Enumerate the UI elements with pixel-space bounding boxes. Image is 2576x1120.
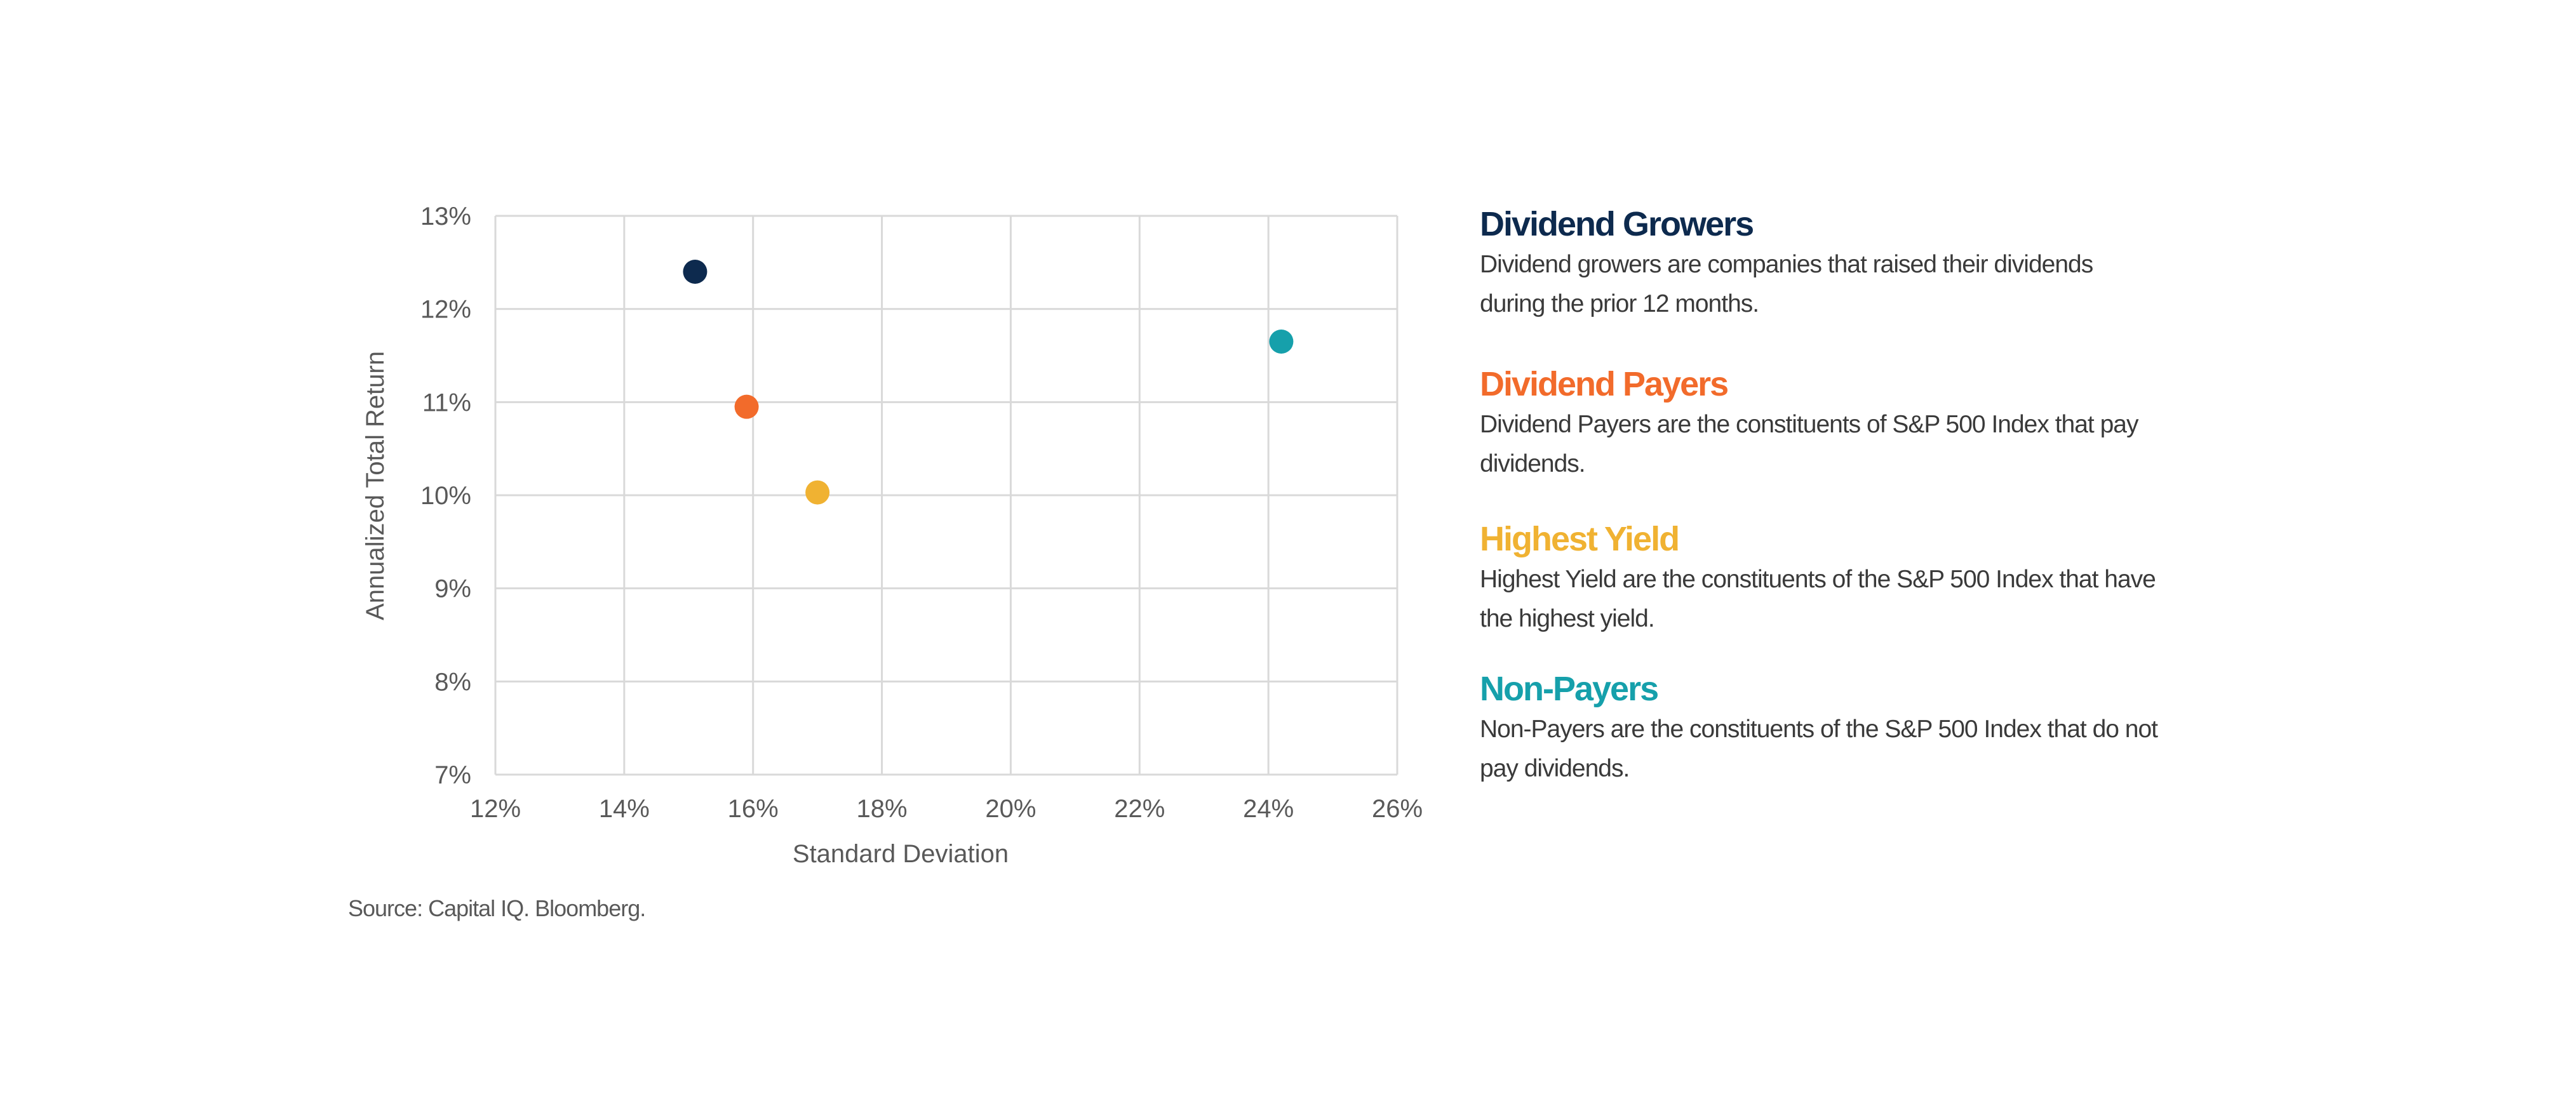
legend-description: Dividend growers are companies that rais… bbox=[1480, 245, 2274, 324]
legend-title: Dividend Payers bbox=[1480, 365, 1729, 403]
x-tick-label: 14% bbox=[599, 795, 650, 823]
legend-description: Highest Yield are the constituents of th… bbox=[1480, 560, 2274, 639]
legend-description-line: Non-Payers are the constituents of the S… bbox=[1480, 716, 2158, 743]
x-tick-label: 12% bbox=[470, 795, 521, 823]
source-note: Source: Capital IQ. Bloomberg. bbox=[348, 895, 646, 921]
data-points bbox=[683, 260, 1294, 505]
x-axis-title: Standard Deviation bbox=[793, 840, 1009, 868]
y-tick-label: 13% bbox=[420, 203, 471, 230]
x-tick-label: 20% bbox=[985, 795, 1036, 823]
legend-description-line: Highest Yield are the constituents of th… bbox=[1480, 566, 2156, 593]
y-tick-label: 12% bbox=[420, 296, 471, 324]
legend-description-line: the highest yield. bbox=[1480, 605, 1655, 632]
y-axis-title: Annualized Total Return bbox=[361, 351, 389, 620]
x-tick-label: 22% bbox=[1114, 795, 1165, 823]
y-tick-label: 10% bbox=[420, 482, 471, 510]
legend-description-line: Dividend Payers are the constituents of … bbox=[1480, 411, 2138, 438]
y-tick-label: 7% bbox=[434, 761, 471, 789]
legend-title: Non-Payers bbox=[1480, 670, 1659, 708]
y-tick-label: 9% bbox=[434, 575, 471, 603]
x-tick-label: 16% bbox=[728, 795, 779, 823]
y-tick-label: 11% bbox=[422, 389, 471, 417]
grid bbox=[494, 215, 1399, 776]
x-tick-label: 24% bbox=[1243, 795, 1294, 823]
legend-description: Non-Payers are the constituents of the S… bbox=[1480, 710, 2274, 789]
legend-item-dividend-growers: Dividend Growers Dividend growers are co… bbox=[1480, 202, 2274, 324]
y-tick-label: 8% bbox=[434, 668, 471, 696]
legend-item-dividend-payers: Dividend Payers Dividend Payers are the … bbox=[1480, 362, 2274, 484]
data-point-dividend-growers bbox=[683, 260, 708, 284]
legend-item-highest-yield: Highest Yield Highest Yield are the cons… bbox=[1480, 517, 2274, 639]
tick-labels: 12% 14% 16% 18% 20% 22% 24% 26% 7% 8% 9% 10% 11% 12% 1… bbox=[420, 203, 1423, 823]
x-tick-label: 18% bbox=[857, 795, 908, 823]
legend-item-non-payers: Non-Payers Non-Payers are the constituen… bbox=[1480, 667, 2274, 789]
legend-description-line: Dividend growers are companies that rais… bbox=[1480, 251, 2093, 278]
x-tick-label: 26% bbox=[1372, 795, 1423, 823]
legend-description-line: dividends. bbox=[1480, 450, 1586, 477]
data-point-highest-yield bbox=[805, 480, 830, 505]
data-point-dividend-payers bbox=[734, 394, 759, 419]
legend-description-line: during the prior 12 months. bbox=[1480, 290, 1759, 317]
data-point-non-payers bbox=[1269, 330, 1294, 354]
legend-title: Highest Yield bbox=[1480, 520, 1680, 558]
legend-description-line: pay dividends. bbox=[1480, 755, 1630, 782]
legend-title: Dividend Growers bbox=[1480, 205, 1754, 243]
legend-description: Dividend Payers are the constituents of … bbox=[1480, 405, 2274, 484]
